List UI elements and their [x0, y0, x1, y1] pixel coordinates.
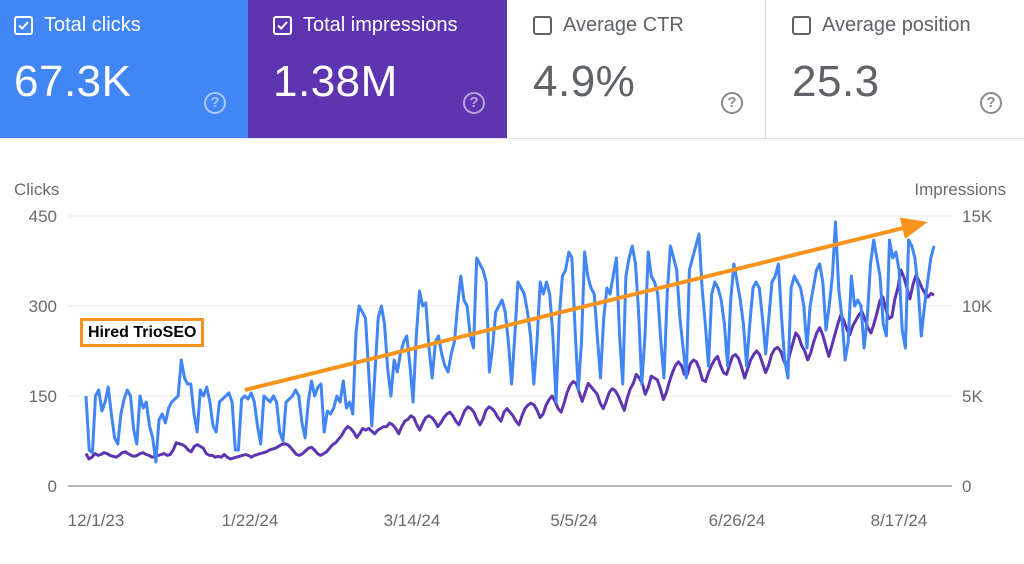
right-axis-title: Impressions: [914, 180, 1006, 199]
x-tick-label: 5/5/24: [550, 511, 597, 530]
x-axis-ticks: 12/1/23 1/22/24 3/14/24 5/5/24 6/26/24 8/17/2…: [68, 511, 928, 530]
total-impressions-card[interactable]: Total impressions 1.38M ?: [248, 0, 507, 138]
average-position-header: Average position: [792, 14, 971, 37]
checkbox-checked-icon[interactable]: [14, 16, 33, 35]
impressions-line: [84, 268, 935, 461]
average-ctr-value: 4.9%: [533, 57, 636, 106]
help-icon[interactable]: ?: [463, 92, 485, 114]
x-tick-label: 12/1/23: [68, 511, 125, 530]
average-ctr-card[interactable]: Average CTR 4.9% ?: [507, 0, 766, 138]
checkbox-unchecked-icon[interactable]: [533, 16, 552, 35]
left-tick-label: 0: [48, 477, 57, 496]
checkbox-checked-icon[interactable]: [273, 16, 292, 35]
trend-arrow-head: [899, 217, 928, 239]
help-icon[interactable]: ?: [721, 92, 743, 114]
total-impressions-value: 1.38M: [273, 57, 398, 106]
total-impressions-header: Total impressions: [273, 14, 458, 37]
average-position-label: Average position: [822, 14, 971, 36]
total-clicks-header: Total clicks: [14, 14, 141, 37]
right-tick-label: 15K: [962, 207, 993, 226]
total-clicks-value: 67.3K: [14, 57, 132, 106]
trend-arrow-shaft: [244, 226, 903, 392]
average-position-value: 25.3: [792, 57, 880, 106]
x-tick-label: 3/14/24: [384, 511, 441, 530]
x-tick-label: 6/26/24: [709, 511, 766, 530]
total-clicks-label: Total clicks: [44, 14, 141, 36]
total-impressions-label: Total impressions: [303, 14, 458, 36]
left-axis-title: Clicks: [14, 180, 59, 199]
clicks-line: [84, 220, 936, 464]
left-axis-ticks: 450 300 150 0: [29, 207, 57, 496]
right-tick-label: 10K: [962, 297, 993, 316]
right-tick-label: 5K: [962, 387, 983, 406]
right-tick-label: 0: [962, 477, 971, 496]
help-icon[interactable]: ?: [204, 92, 226, 114]
metric-cards: Total clicks 67.3K ? Total impressions 1…: [0, 0, 1024, 139]
average-ctr-header: Average CTR: [533, 14, 684, 37]
average-ctr-label: Average CTR: [563, 14, 684, 36]
left-tick-label: 450: [29, 207, 57, 226]
total-clicks-card[interactable]: Total clicks 67.3K ?: [0, 0, 248, 138]
help-icon[interactable]: ?: [980, 92, 1002, 114]
x-tick-label: 1/22/24: [222, 511, 279, 530]
left-tick-label: 150: [29, 387, 57, 406]
hired-trioseo-annotation: Hired TrioSEO: [80, 318, 205, 347]
average-position-card[interactable]: Average position 25.3 ?: [766, 0, 1024, 138]
checkbox-unchecked-icon[interactable]: [792, 16, 811, 35]
right-axis-ticks: 15K 10K 5K 0: [962, 207, 993, 496]
series-lines: [84, 220, 936, 464]
trend-arrow: [244, 217, 928, 392]
x-tick-label: 8/17/24: [871, 511, 928, 530]
left-tick-label: 300: [29, 297, 57, 316]
